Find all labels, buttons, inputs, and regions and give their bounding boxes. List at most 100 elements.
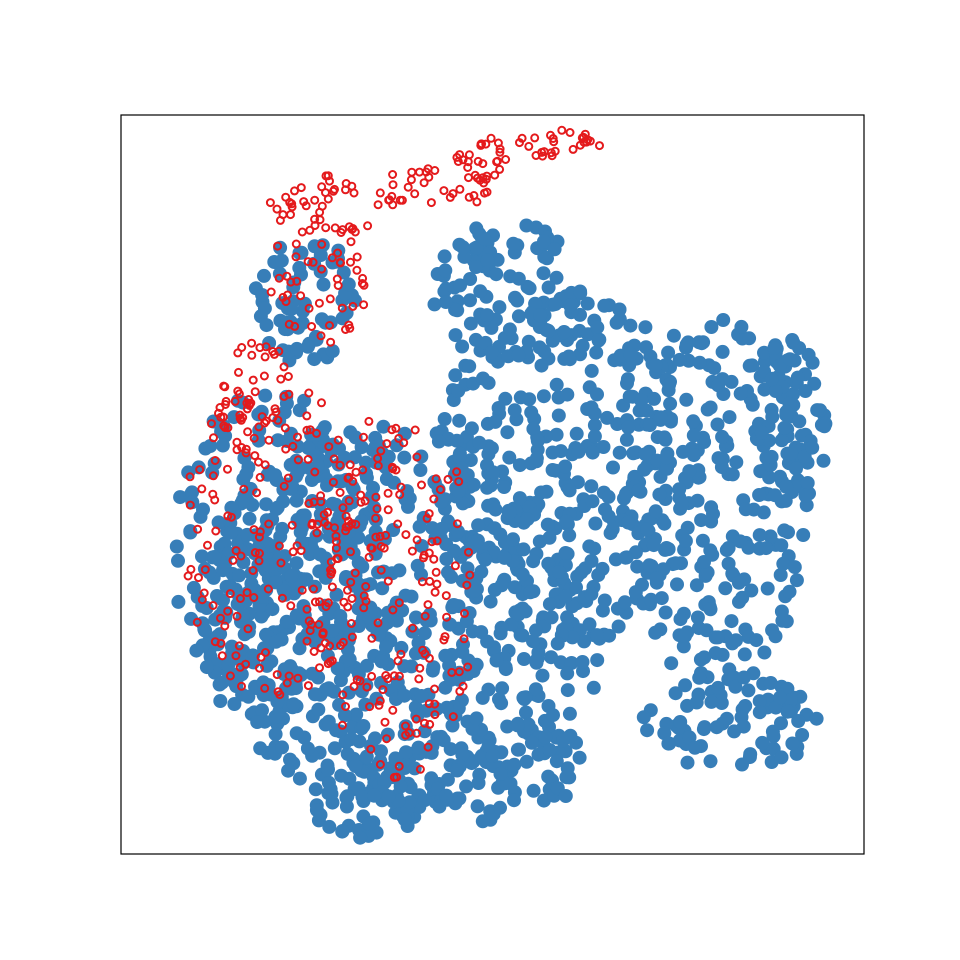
blue-point — [530, 433, 545, 448]
red-point — [330, 223, 340, 233]
blue-point — [587, 418, 602, 433]
blue-point — [668, 686, 683, 701]
red-point — [209, 433, 218, 443]
red-point — [288, 547, 298, 557]
red-point — [430, 684, 439, 694]
red-point — [407, 167, 417, 177]
red-point — [277, 593, 287, 603]
blue-point — [552, 565, 567, 579]
red-point — [367, 543, 377, 553]
red-point — [411, 714, 421, 724]
blue-point — [522, 281, 537, 296]
blue-point — [768, 384, 783, 398]
red-point — [210, 456, 220, 465]
blue-point — [782, 584, 797, 599]
blue-point — [686, 428, 701, 443]
blue-point — [774, 433, 789, 448]
blue-point — [500, 425, 515, 440]
red-point — [339, 597, 349, 607]
red-point — [241, 659, 251, 669]
red-point — [375, 696, 385, 706]
blue-point — [438, 263, 453, 278]
blue-point — [694, 336, 709, 351]
blue-point — [678, 534, 693, 548]
blue-point — [715, 429, 730, 444]
blue-point — [335, 824, 350, 839]
blue-point — [752, 705, 767, 720]
blue-point — [560, 761, 575, 776]
red-point — [296, 291, 306, 301]
red-point — [325, 641, 335, 651]
blue-point — [262, 336, 277, 350]
blue-point — [411, 740, 426, 755]
blue-point — [529, 654, 543, 669]
blue-point — [658, 605, 673, 620]
blue-point — [521, 717, 536, 732]
blue-point — [766, 729, 781, 744]
blue-point — [757, 645, 772, 660]
red-point — [360, 496, 370, 506]
blue-point — [478, 552, 493, 567]
red-point — [310, 597, 320, 607]
blue-point — [775, 613, 790, 628]
blue-point — [344, 732, 359, 747]
red-point — [388, 180, 398, 190]
red-point — [455, 150, 465, 160]
blue-point — [757, 345, 771, 360]
red-point — [429, 554, 439, 564]
blue-point — [333, 609, 348, 623]
red-point — [347, 632, 357, 642]
blue-point — [774, 750, 789, 765]
blue-point — [294, 245, 309, 260]
blue-point — [463, 293, 477, 308]
blue-point — [558, 589, 573, 604]
red-point — [463, 157, 473, 167]
blue-point — [224, 652, 239, 667]
red-point — [337, 720, 347, 730]
red-point — [348, 301, 358, 311]
blue-point — [729, 633, 743, 648]
red-point — [486, 133, 496, 143]
red-point — [450, 561, 460, 571]
red-point — [352, 265, 362, 275]
red-point — [432, 579, 442, 589]
blue-point — [529, 623, 543, 638]
red-point — [448, 189, 458, 199]
red-point — [317, 182, 327, 192]
blue-point — [734, 319, 749, 334]
blue-point — [493, 626, 508, 641]
red-point — [218, 412, 228, 422]
blue-point — [574, 565, 589, 580]
red-point — [501, 155, 511, 164]
red-point — [490, 170, 500, 180]
red-point — [250, 387, 260, 397]
red-point — [316, 491, 326, 501]
red-point — [302, 636, 312, 646]
red-point — [366, 744, 376, 754]
red-point — [283, 473, 293, 483]
red-point — [382, 734, 392, 744]
blue-point — [787, 560, 802, 575]
red-point — [359, 300, 369, 310]
blue-point — [782, 352, 797, 367]
blue-point — [510, 742, 525, 757]
red-point — [326, 337, 336, 347]
blue-point — [340, 789, 355, 804]
blue-point — [508, 290, 522, 305]
red-point — [280, 423, 290, 433]
blue-point — [760, 581, 775, 596]
red-point — [359, 591, 369, 601]
blue-point — [437, 249, 452, 264]
red-point — [290, 186, 299, 196]
blue-point — [590, 628, 604, 643]
blue-point — [195, 598, 210, 613]
blue-point — [438, 295, 453, 309]
blue-point — [448, 302, 463, 317]
blue-point — [402, 795, 417, 810]
blue-point — [682, 464, 697, 479]
red-point — [210, 495, 220, 505]
blue-point — [580, 296, 595, 311]
blue-point — [704, 320, 719, 334]
blue-point — [367, 788, 381, 803]
blue-point — [541, 323, 556, 338]
